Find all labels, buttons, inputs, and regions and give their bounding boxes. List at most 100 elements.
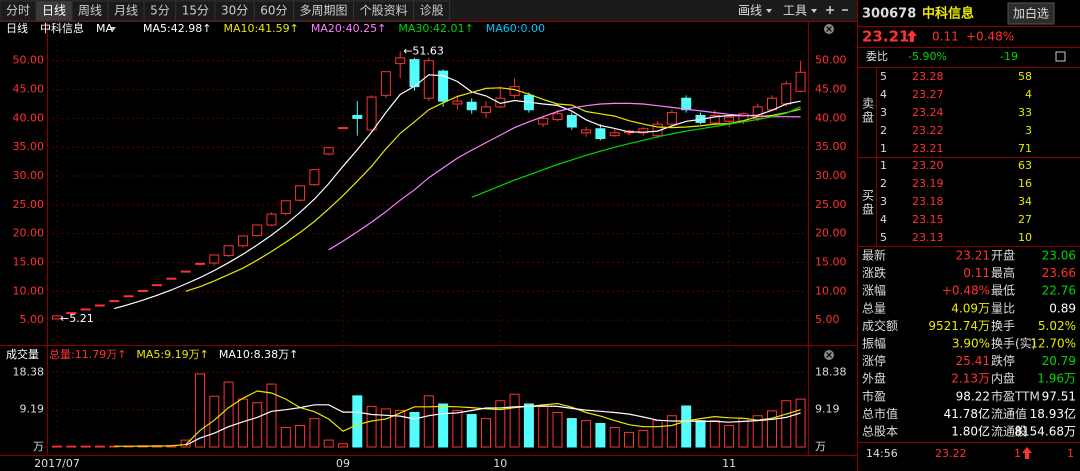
- volume-bar: [752, 415, 763, 448]
- sell-label: 卖盘: [861, 97, 875, 125]
- stat-value: 5.02%: [1038, 319, 1076, 333]
- y-tick-label: 40.00: [815, 111, 847, 124]
- tab[interactable]: 5分: [150, 4, 170, 18]
- candle-body: [566, 115, 577, 128]
- tool[interactable]: 工具: [783, 4, 807, 18]
- last-price: 23.21: [862, 28, 909, 46]
- y-tick-label: 45.00: [13, 83, 45, 96]
- tick-time: 14:56: [866, 447, 898, 460]
- candle-body: [80, 308, 91, 311]
- volume-bar: [695, 420, 706, 448]
- order-price: 23.19: [912, 177, 944, 190]
- volume-bar: [767, 410, 777, 448]
- volume-bar: [595, 422, 606, 448]
- order-price: 23.27: [912, 88, 944, 101]
- tab[interactable]: 周线: [78, 4, 102, 18]
- volume-bar: [52, 445, 62, 448]
- tab[interactable]: 日线: [42, 4, 66, 18]
- stat-value: 25.41: [956, 354, 990, 368]
- volume-bar: [495, 400, 506, 448]
- dropdown-icon[interactable]: [110, 27, 116, 31]
- order-qty: 33: [1018, 106, 1032, 119]
- stat-value: 12.70%: [1030, 337, 1076, 351]
- tab-bg[interactable]: [413, 0, 451, 22]
- order-qty: 3: [1025, 124, 1032, 137]
- volume-bar: [266, 383, 277, 448]
- diff: -19: [1000, 50, 1018, 63]
- stat-value: 41.78亿: [944, 406, 990, 421]
- candle-body: [123, 295, 134, 298]
- level: 1: [880, 142, 887, 155]
- volume-bar: [523, 403, 534, 448]
- stat-value: 20.79: [1042, 354, 1076, 368]
- tab[interactable]: 月线: [114, 4, 138, 18]
- candle-body: [709, 115, 720, 124]
- y-tick-label: 25.00: [13, 198, 45, 211]
- candle-body: [538, 117, 549, 125]
- volume-bar: [509, 393, 520, 448]
- stat-label: 涨停: [862, 353, 886, 368]
- candle-body: [409, 59, 420, 88]
- stat-label: 量比: [991, 301, 1015, 315]
- y-tick-label: 万: [33, 440, 44, 453]
- y-tick-label: 18.38: [13, 365, 45, 378]
- volume-bar: [624, 431, 634, 448]
- legend-text: MA: [96, 22, 113, 35]
- tab[interactable]: 多周期图: [300, 4, 348, 18]
- volume-bar: [94, 445, 105, 448]
- volume-bar: [638, 429, 649, 448]
- volume-bar: [609, 427, 620, 448]
- stat-label: 涨幅: [862, 283, 886, 298]
- tab[interactable]: 个股资料: [360, 4, 408, 18]
- volume-bar: [323, 439, 334, 448]
- stat-label: 涨跌: [862, 265, 886, 280]
- order-qty: 71: [1018, 142, 1032, 155]
- legend-entry: MA10:8.38万↑: [219, 348, 298, 361]
- dropdown-icon[interactable]: [766, 9, 773, 13]
- level: 3: [880, 106, 887, 119]
- candle-body: [195, 262, 205, 265]
- tab[interactable]: 60分: [260, 4, 287, 18]
- order-price: 23.18: [912, 195, 944, 208]
- order-qty: 34: [1018, 195, 1032, 208]
- volume-bar: [738, 418, 749, 448]
- y-tick-label: 9.19: [20, 403, 45, 416]
- volume-bar: [366, 405, 377, 448]
- tab[interactable]: 30分: [221, 4, 248, 18]
- volume-bar: [724, 424, 735, 448]
- stat-label: 总量: [862, 301, 886, 315]
- y-tick-label: 9.19: [815, 403, 840, 416]
- close-icon[interactable]: [824, 24, 834, 34]
- stat-value: 9521.74万: [928, 319, 990, 333]
- stat-value: 98.22: [956, 389, 990, 403]
- stat-value: 0.11: [963, 266, 990, 280]
- candle-body: [252, 224, 263, 236]
- zoom-icons[interactable]: [826, 6, 848, 14]
- candle-body: [781, 83, 792, 105]
- volume-bar: [223, 381, 234, 448]
- y-tick-label: 15.00: [815, 255, 847, 268]
- candle-body: [280, 200, 291, 214]
- add-button[interactable]: 加白选: [1013, 6, 1049, 21]
- dropdown-icon[interactable]: [811, 9, 818, 13]
- candle-body: [724, 116, 735, 122]
- tick-arrow: [1022, 447, 1032, 459]
- menu-icon[interactable]: [1055, 51, 1066, 62]
- y-tick-label: 45.00: [815, 83, 847, 96]
- tab[interactable]: 15分: [182, 4, 209, 18]
- y-tick-label: 30.00: [13, 169, 45, 182]
- close-icon[interactable]: [824, 350, 834, 360]
- order-qty: 4: [1025, 88, 1032, 101]
- order-qty: 58: [1018, 70, 1032, 83]
- volume-bar: [280, 427, 291, 448]
- stat-value: 23.06: [1042, 249, 1076, 263]
- tab[interactable]: 分时: [6, 4, 30, 18]
- annotation: ←5.21: [60, 312, 94, 325]
- candle-body: [681, 97, 692, 111]
- tab[interactable]: 诊股: [420, 4, 444, 18]
- candle-body: [752, 106, 763, 119]
- level: 4: [880, 88, 887, 101]
- volume-bar: [781, 400, 792, 448]
- tool[interactable]: 画线: [738, 4, 762, 18]
- button-bg[interactable]: [1007, 2, 1055, 25]
